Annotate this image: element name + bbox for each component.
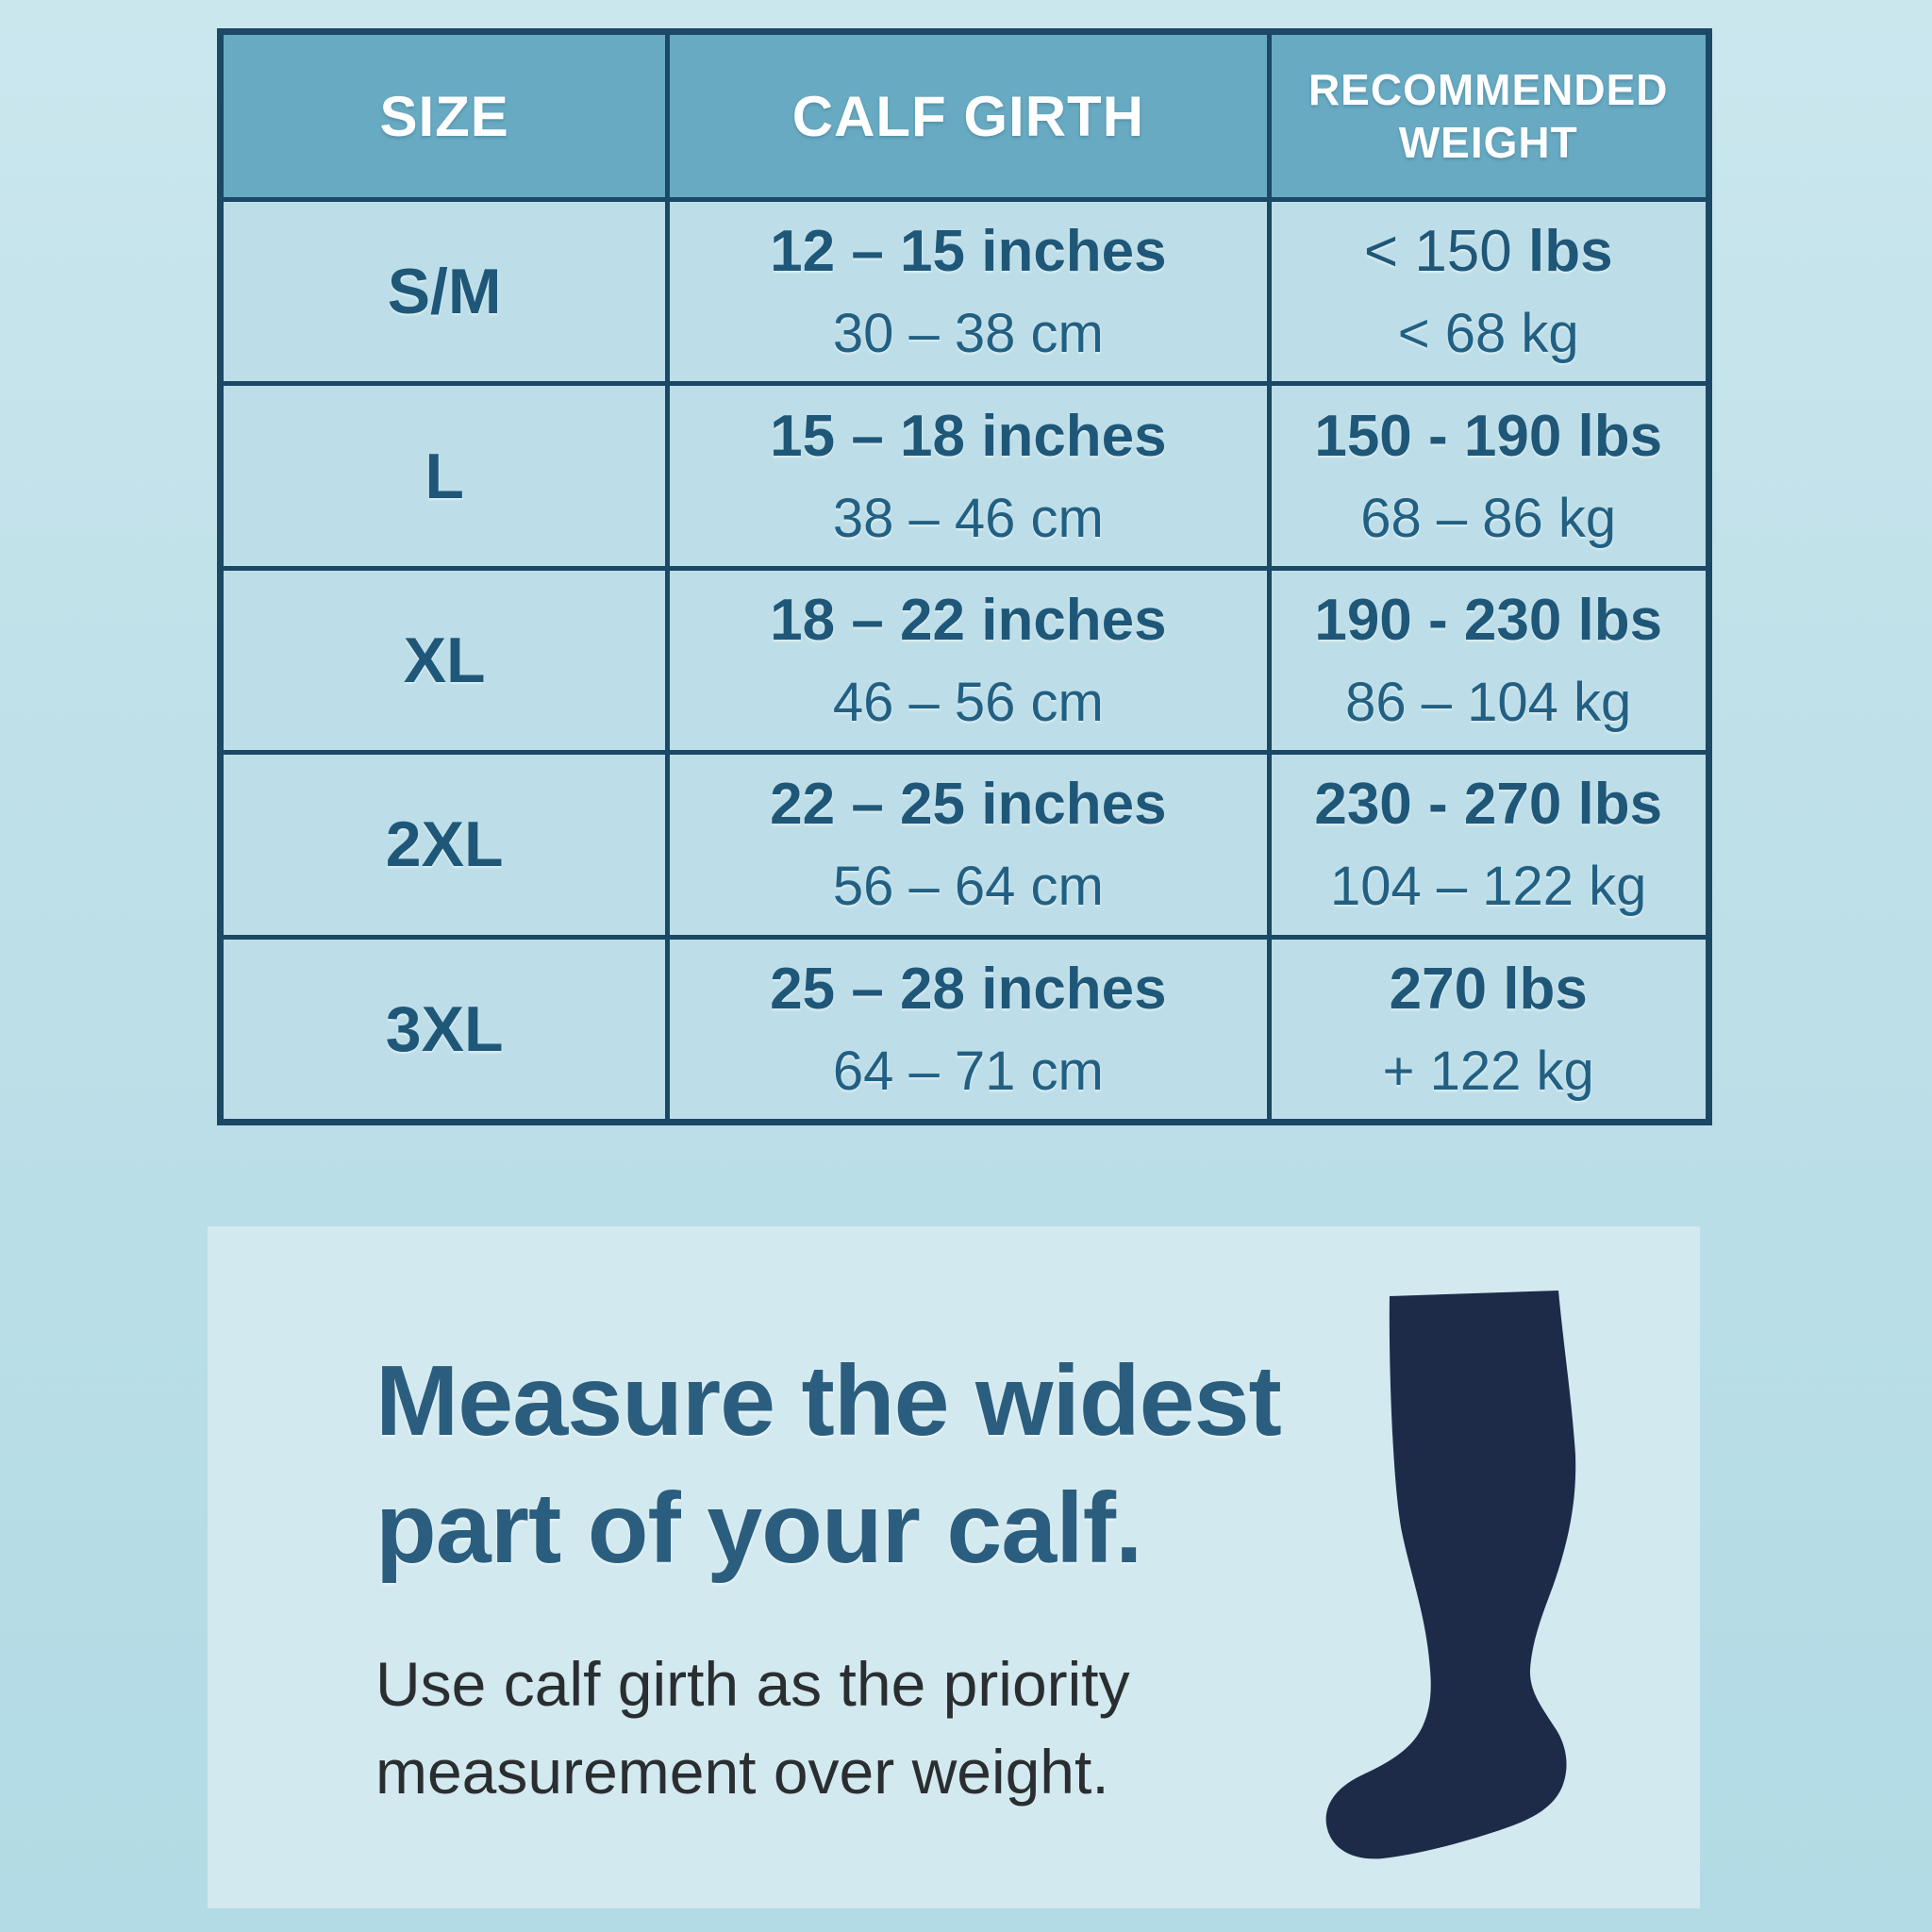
weight-lbs-value: 150 - 190 lbs <box>1314 403 1663 469</box>
weight-lbs-value: 230 - 270 lbs <box>1314 772 1663 838</box>
table-row-sm-weight-cell: < 150 lbs < 68 kg <box>1271 202 1706 382</box>
sock-icon <box>1325 1291 1576 1859</box>
girth-cm: 38 – 46 cm <box>832 487 1104 549</box>
girth-cm: 46 – 56 cm <box>832 672 1104 733</box>
weight-lbs: 270 lbs <box>1390 956 1588 1023</box>
table-row-sm-size-cell: S/M <box>224 202 666 382</box>
column-header-size: SIZE <box>224 35 666 198</box>
girth-inches: 25 – 28 inches <box>770 956 1167 1022</box>
girth-cm: 30 – 38 cm <box>832 303 1104 365</box>
column-header-calf-girth: CALF GIRTH <box>670 35 1267 198</box>
size-chart-table: SIZE CALF GIRTH RECOMMENDED WEIGHT S/M 1… <box>217 28 1712 1125</box>
table-row-2xl-girth-cell: 22 – 25 inches 56 – 64 cm <box>670 755 1267 935</box>
note-body: Use calf girth as the priority measureme… <box>375 1641 1328 1815</box>
weight-kg: 68 – 86 kg <box>1360 487 1617 549</box>
girth-cm: 56 – 64 cm <box>832 856 1104 918</box>
note-heading: Measure the widest part of your calf. <box>375 1338 1328 1591</box>
table-row-xl-girth-cell: 18 – 22 inches 46 – 56 cm <box>670 570 1267 751</box>
table-row-2xl-size-cell: 2XL <box>224 755 666 935</box>
size-value: L <box>425 440 464 512</box>
weight-kg: < 68 kg <box>1397 303 1579 365</box>
column-header-size-label: SIZE <box>379 84 509 148</box>
weight-lbs: 230 - 270 lbs <box>1314 771 1662 838</box>
note-heading-line2: part of your calf. <box>375 1472 1142 1584</box>
column-header-calf-girth-label: CALF GIRTH <box>791 84 1145 148</box>
weight-lbs-value: 270 lbs <box>1389 956 1588 1022</box>
table-row-l-size-cell: L <box>224 386 666 566</box>
weight-kg: 86 – 104 kg <box>1345 672 1632 733</box>
size-value: S/M <box>387 256 502 328</box>
weight-lbs: 190 - 230 lbs <box>1314 587 1662 654</box>
girth-inches: 12 – 15 inches <box>770 219 1167 285</box>
column-header-recommended-weight-label: RECOMMENDED WEIGHT <box>1307 64 1669 167</box>
measurement-note-panel: Measure the widest part of your calf. Us… <box>208 1226 1700 1908</box>
note-text-block: Measure the widest part of your calf. Us… <box>375 1338 1328 1815</box>
note-heading-line1: Measure the widest <box>375 1345 1282 1457</box>
note-body-line2: measurement over weight. <box>375 1736 1109 1807</box>
note-body-line1: Use calf girth as the priority <box>375 1649 1130 1720</box>
weight-lbs-value: 190 - 230 lbs <box>1314 588 1663 653</box>
table-row-l-girth-cell: 15 – 18 inches 38 – 46 cm <box>670 386 1267 566</box>
girth-cm: 64 – 71 cm <box>832 1040 1104 1102</box>
girth-inches: 15 – 18 inches <box>770 403 1167 469</box>
size-value: 3XL <box>385 992 504 1065</box>
size-value: XL <box>403 625 486 696</box>
table-row-3xl-size-cell: 3XL <box>224 939 666 1119</box>
table-row-xl-size-cell: XL <box>224 570 666 751</box>
size-value: 2XL <box>385 808 504 881</box>
table-row-xl-weight-cell: 190 - 230 lbs 86 – 104 kg <box>1271 570 1706 751</box>
table-row-3xl-weight-cell: 270 lbs + 122 kg <box>1271 939 1706 1119</box>
table-row-3xl-girth-cell: 25 – 28 inches 64 – 71 cm <box>670 939 1267 1119</box>
girth-inches: 22 – 25 inches <box>770 772 1167 838</box>
weight-lbs: < 150 lbs <box>1364 218 1613 285</box>
weight-lbs: 150 - 190 lbs <box>1314 403 1662 470</box>
weight-kg: 104 – 122 kg <box>1330 856 1647 918</box>
table-row-2xl-weight-cell: 230 - 270 lbs 104 – 122 kg <box>1271 755 1706 935</box>
weight-lbs-prefix: < 150 <box>1363 219 1528 285</box>
weight-lbs-unit: lbs <box>1528 219 1613 285</box>
column-header-recommended-weight: RECOMMENDED WEIGHT <box>1271 35 1706 198</box>
table-row-l-weight-cell: 150 - 190 lbs 68 – 86 kg <box>1271 386 1706 566</box>
table-row-sm-girth-cell: 12 – 15 inches 30 – 38 cm <box>670 202 1267 382</box>
girth-inches: 18 – 22 inches <box>770 588 1167 653</box>
weight-kg: + 122 kg <box>1382 1040 1594 1102</box>
